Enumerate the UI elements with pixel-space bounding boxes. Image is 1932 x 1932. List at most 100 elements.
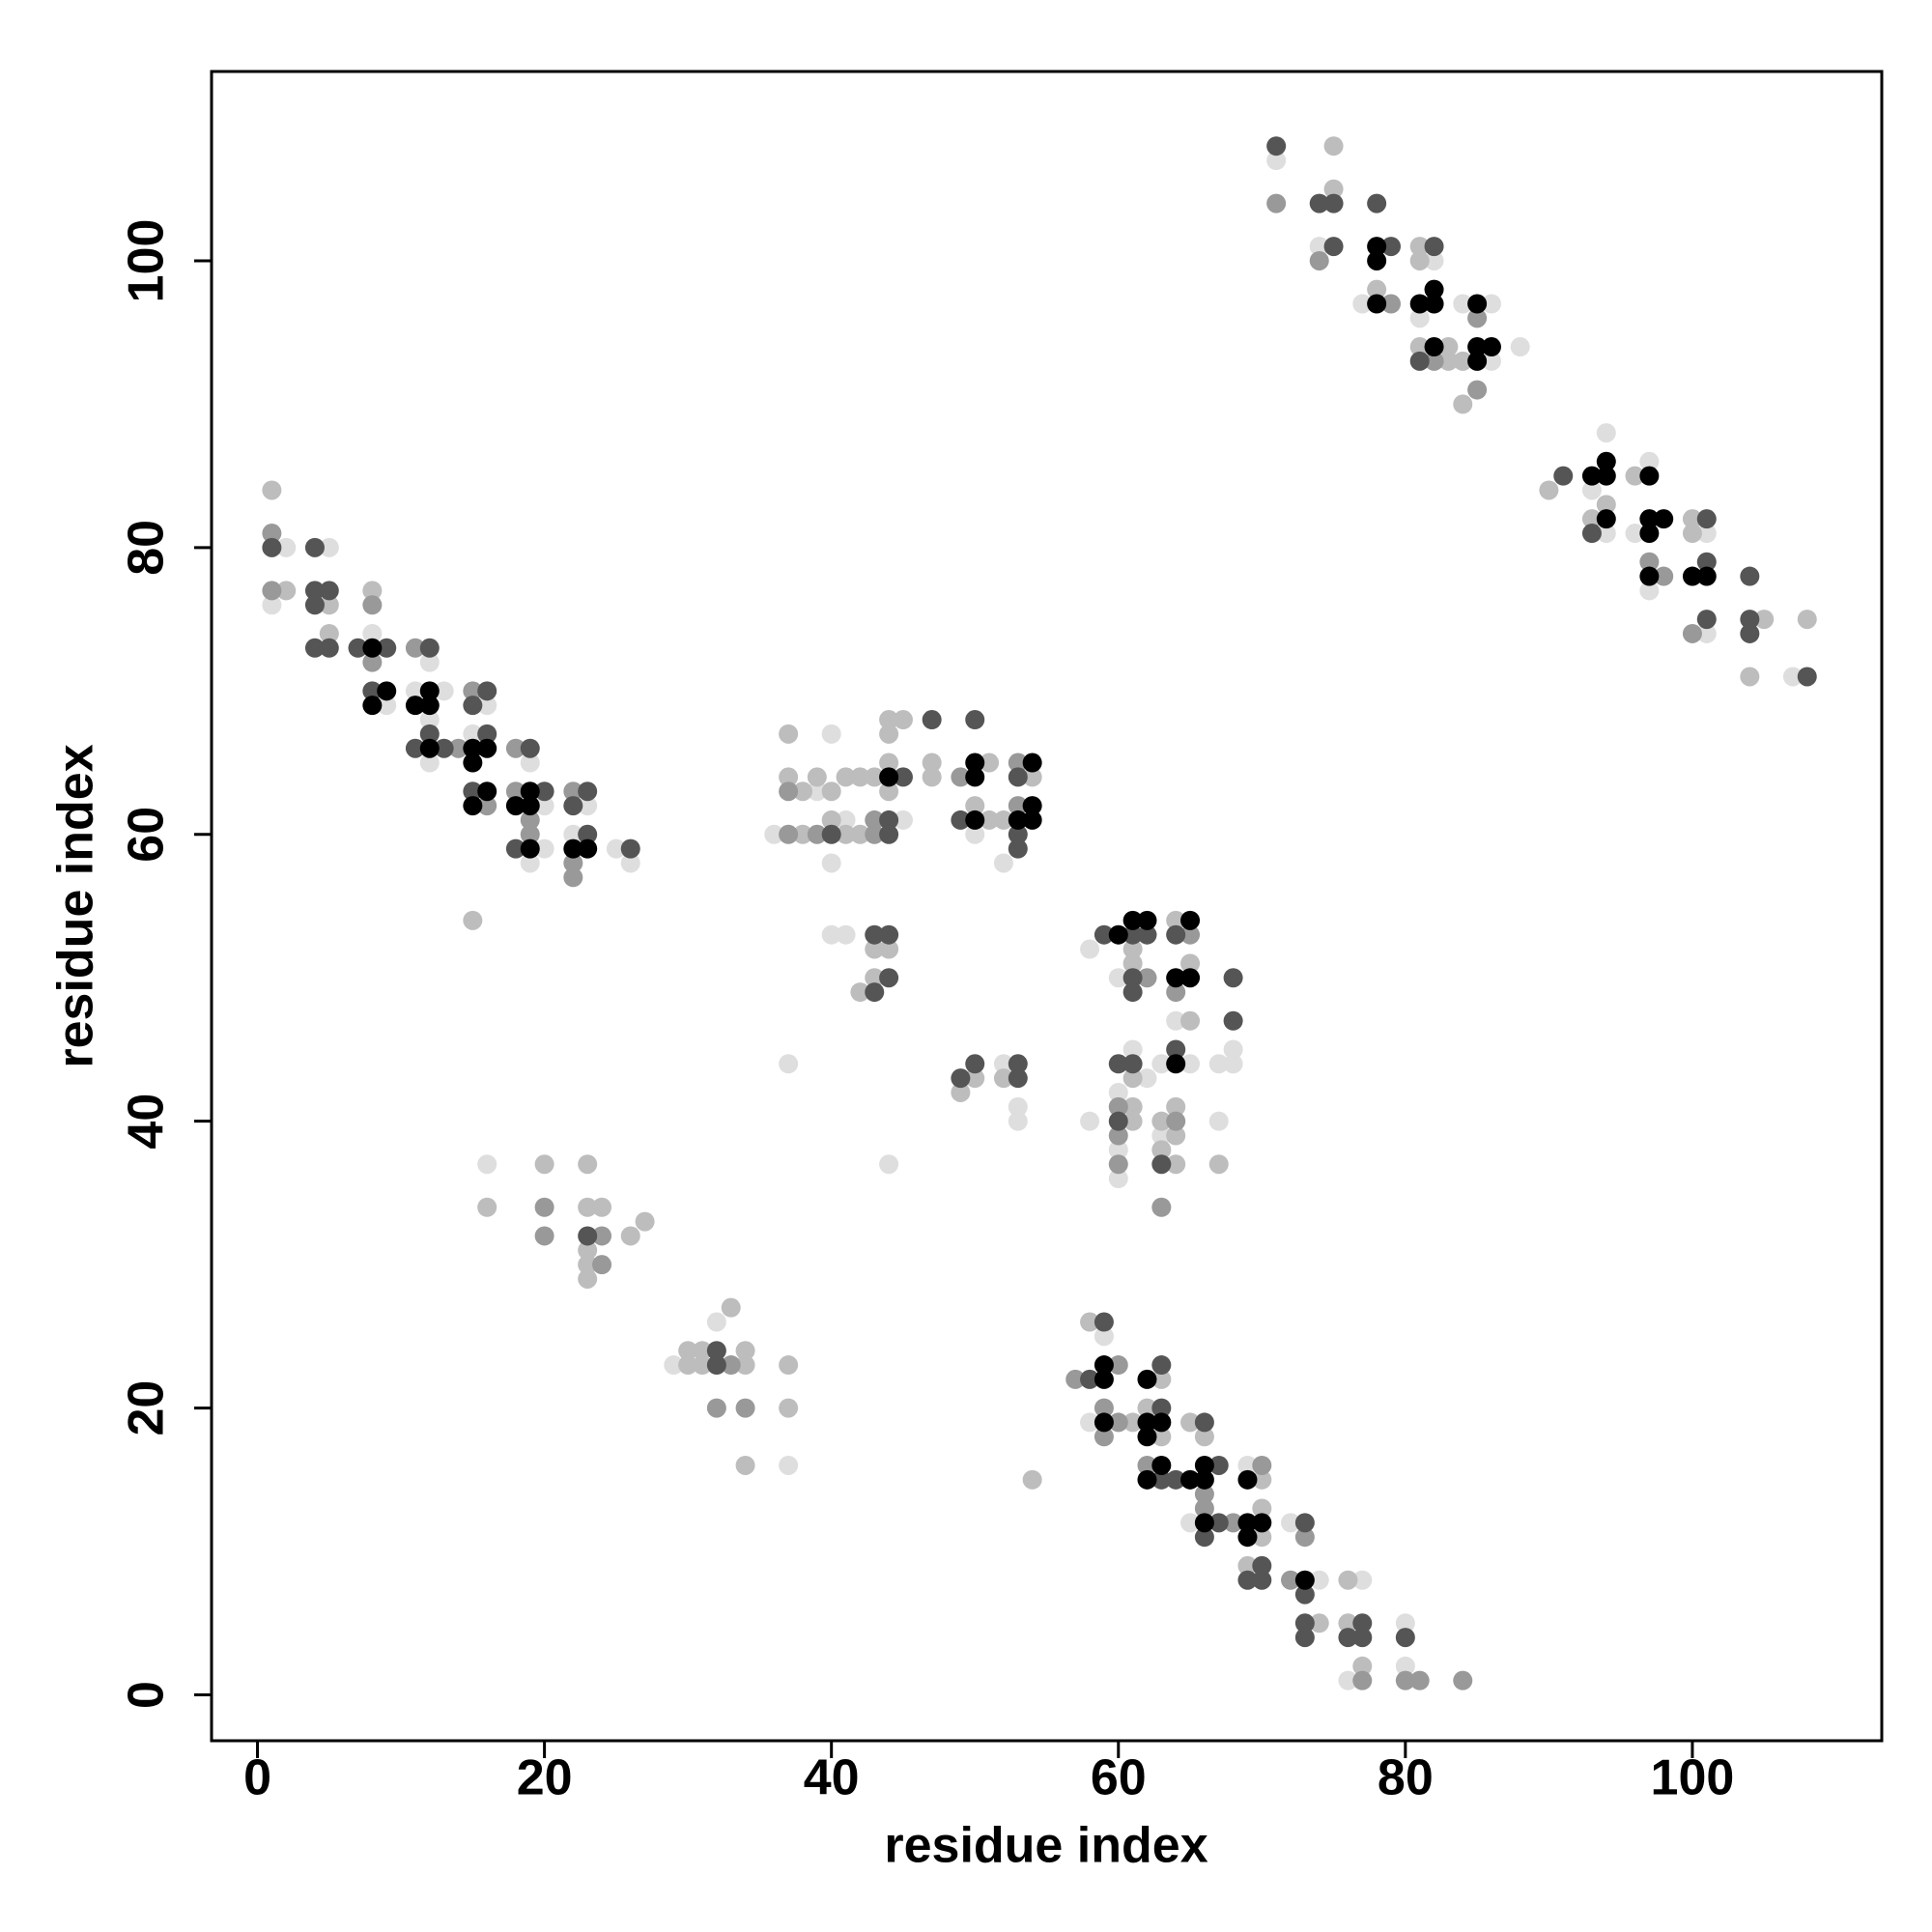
point	[304, 638, 325, 658]
point	[1237, 1527, 1258, 1548]
point	[1008, 1068, 1028, 1089]
point	[965, 1054, 985, 1074]
point	[1409, 1670, 1430, 1690]
point	[419, 710, 440, 730]
point	[405, 738, 425, 758]
point	[262, 480, 282, 500]
point	[1223, 1010, 1243, 1031]
point	[1194, 1527, 1214, 1548]
point	[865, 924, 885, 945]
point	[922, 753, 942, 773]
point	[1309, 193, 1329, 213]
point	[563, 796, 583, 816]
point	[1467, 351, 1488, 371]
point	[1008, 753, 1028, 773]
point	[1151, 1054, 1172, 1074]
point	[735, 1355, 755, 1376]
point	[1108, 1054, 1128, 1074]
point	[563, 838, 583, 859]
point	[1581, 524, 1602, 544]
point	[348, 638, 368, 658]
point	[534, 796, 554, 816]
point	[262, 595, 282, 615]
point	[1352, 294, 1373, 314]
x-tick-label: 20	[517, 1750, 573, 1806]
point	[1682, 623, 1702, 643]
point	[1266, 193, 1287, 213]
point	[1380, 294, 1401, 314]
point	[1367, 193, 1387, 213]
point	[1080, 939, 1100, 959]
point	[850, 982, 870, 1003]
point	[262, 537, 282, 557]
point	[1151, 1369, 1172, 1389]
point	[563, 853, 583, 873]
point	[865, 824, 885, 844]
point	[304, 581, 325, 601]
point	[879, 924, 899, 945]
point	[1108, 1125, 1128, 1146]
point	[463, 910, 483, 930]
point	[1008, 824, 1028, 844]
point	[1395, 1656, 1415, 1676]
y-axis-label: residue index	[48, 744, 104, 1067]
point	[865, 810, 885, 830]
point	[1094, 1355, 1114, 1376]
point	[1309, 250, 1329, 270]
point	[319, 595, 339, 615]
point	[1194, 1455, 1214, 1475]
point	[1151, 1140, 1172, 1160]
point	[1294, 1570, 1315, 1590]
point	[836, 924, 856, 945]
point	[304, 537, 325, 557]
point	[1237, 1455, 1258, 1475]
point	[534, 1226, 554, 1246]
point	[1323, 179, 1344, 199]
point	[1166, 1054, 1186, 1074]
point	[1008, 767, 1028, 787]
point	[1122, 1111, 1143, 1131]
point	[1409, 337, 1430, 357]
point	[620, 1226, 640, 1246]
point	[1797, 667, 1817, 687]
point	[1080, 1312, 1100, 1332]
point	[721, 1355, 741, 1376]
point	[1022, 1469, 1042, 1490]
point	[578, 1197, 598, 1217]
point	[1367, 237, 1387, 257]
point	[779, 1355, 799, 1376]
point	[1409, 351, 1430, 371]
point	[779, 1054, 799, 1074]
point	[1108, 1355, 1128, 1376]
point	[1266, 151, 1287, 171]
point	[578, 796, 598, 816]
point	[1740, 623, 1760, 643]
point	[1008, 1096, 1028, 1117]
x-tick-label: 60	[1091, 1750, 1147, 1806]
point	[520, 853, 540, 873]
point	[1094, 1312, 1114, 1332]
y-tick-label: 20	[119, 1380, 175, 1436]
point	[1094, 1369, 1114, 1389]
point	[362, 623, 383, 643]
point	[1395, 1613, 1415, 1634]
point	[463, 724, 483, 744]
point	[865, 939, 885, 959]
point	[1367, 294, 1387, 314]
point	[578, 1255, 598, 1275]
point	[807, 767, 827, 787]
point	[405, 638, 425, 658]
point	[434, 681, 454, 701]
point	[792, 781, 812, 802]
point	[1223, 1513, 1243, 1533]
point	[1080, 1412, 1100, 1433]
point	[879, 724, 899, 744]
point	[693, 1355, 713, 1376]
point	[821, 724, 841, 744]
point	[563, 781, 583, 802]
point	[520, 738, 540, 758]
point	[1294, 1527, 1315, 1548]
point	[1352, 1613, 1373, 1634]
point	[477, 796, 497, 816]
point	[779, 1398, 799, 1418]
